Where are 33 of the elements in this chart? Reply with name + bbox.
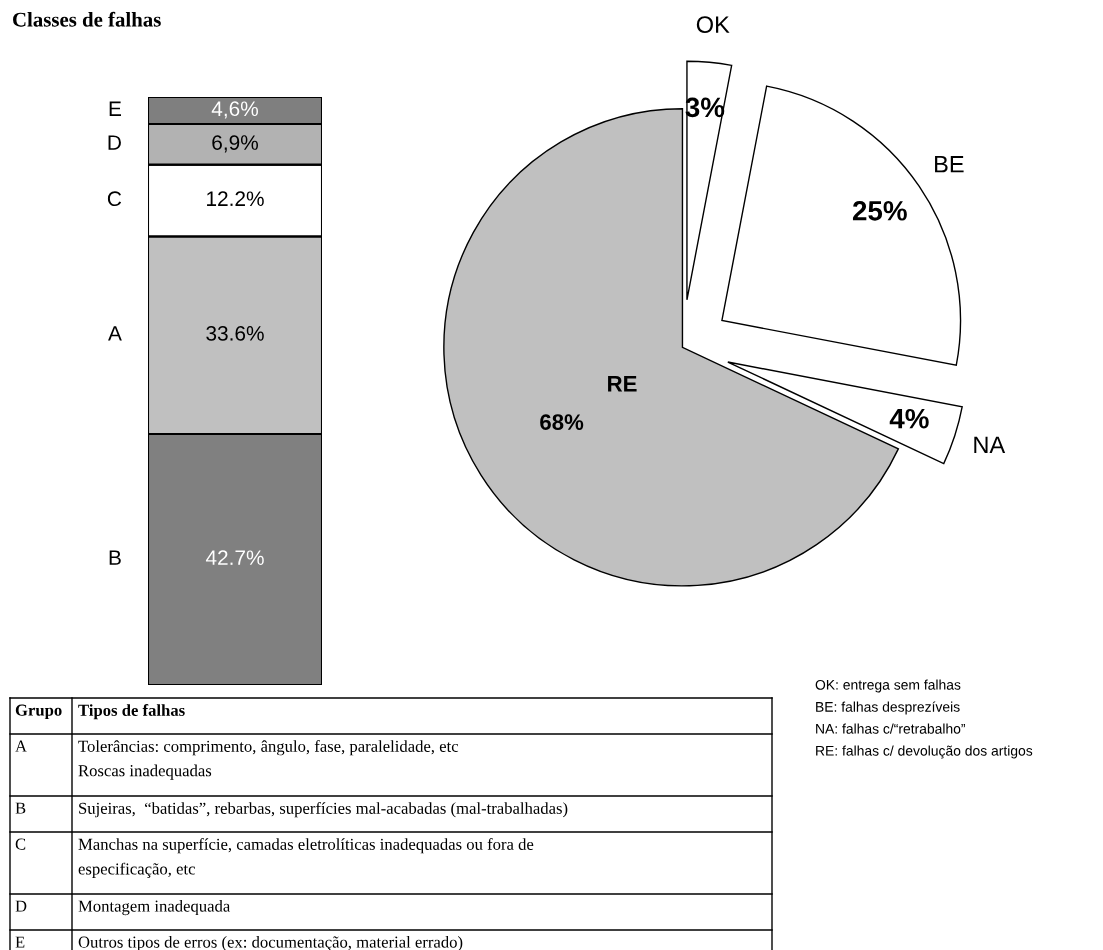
data-label: 33.6% bbox=[206, 325, 264, 341]
text: E bbox=[15, 936, 25, 948]
data-label: 12.2% bbox=[207, 191, 264, 206]
series-label: B bbox=[109, 550, 121, 565]
text: A bbox=[15, 740, 27, 752]
text: Grupo bbox=[15, 704, 62, 720]
text: RE: falhas c/ devolução dos artigos bbox=[816, 745, 1033, 759]
text: Tipos de falhas bbox=[78, 704, 185, 720]
text: Tolerâncias: comprimento, ângulo, fase, paralelidade, etc Roscas inadequadas bbox=[78, 740, 459, 780]
text: Montagem inadequada bbox=[78, 900, 231, 916]
chart-title: Classes de falhas bbox=[13, 11, 161, 27]
slice-label: RE bbox=[608, 376, 637, 392]
slice-label: BE bbox=[935, 156, 964, 173]
text: D bbox=[15, 900, 27, 912]
series-label: C bbox=[107, 191, 122, 207]
text: C bbox=[15, 838, 26, 850]
data-label: 42.7% bbox=[205, 550, 264, 565]
text: B bbox=[15, 802, 26, 814]
text: Sujeiras, “batidas”, rebarbas, superfícies mal-acabadas (mal-trabalhadas) bbox=[79, 802, 568, 818]
series-label: A bbox=[108, 326, 122, 341]
text: Manchas na superfície, camadas eletrolíticas inadequadas ou fora de especificação, etc bbox=[78, 838, 534, 878]
data-label: 25% bbox=[852, 200, 907, 221]
series-label: D bbox=[108, 135, 121, 150]
slice-label: NA bbox=[974, 436, 1006, 453]
data-label: 4% bbox=[889, 408, 929, 429]
slice-label: OK bbox=[696, 16, 730, 33]
data-label: 6,9% bbox=[212, 135, 258, 153]
text: NA: falhas c/“retrabalho” bbox=[816, 723, 966, 734]
data-label: 68% bbox=[540, 414, 584, 430]
series-label: E bbox=[109, 101, 121, 116]
data-label: 4,6% bbox=[211, 101, 258, 119]
text: OK: entrega sem falhas bbox=[815, 679, 961, 693]
text: BE: falhas desprezíveis bbox=[816, 701, 960, 715]
